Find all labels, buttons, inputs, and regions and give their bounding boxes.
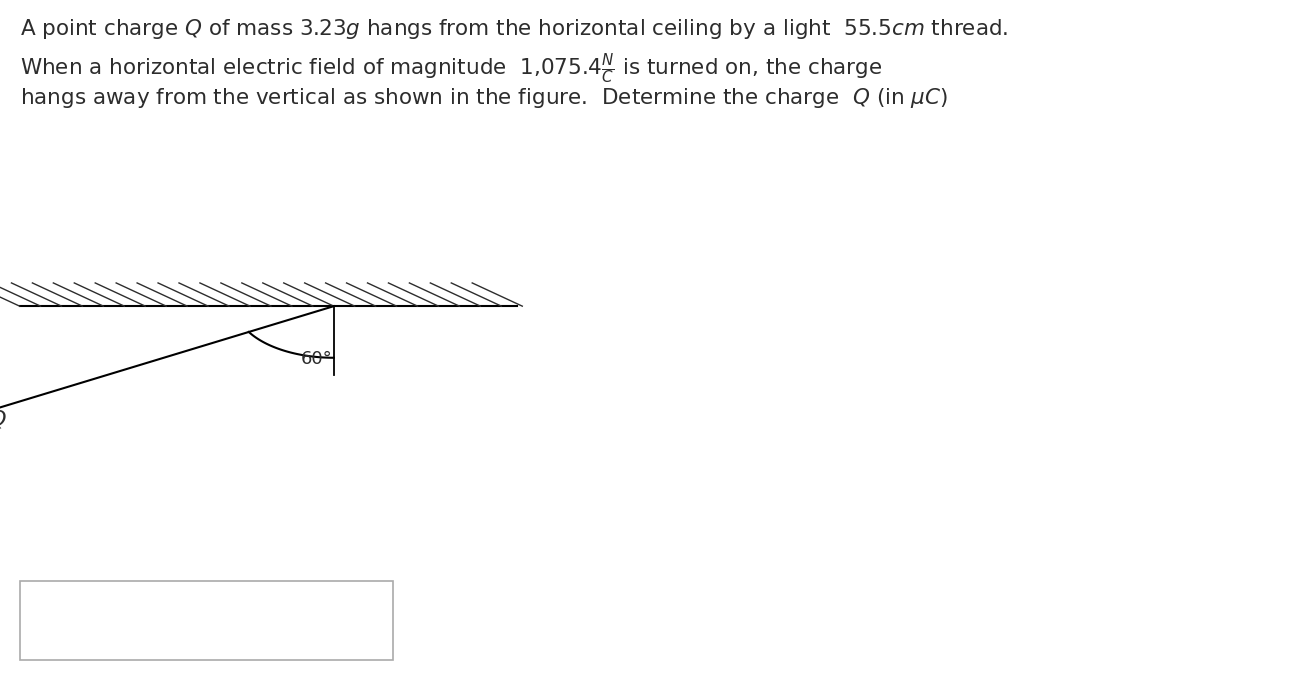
Text: $\mathit{Q}$: $\mathit{Q}$ (0, 409, 7, 431)
Text: A point charge $\mathit{Q}$ of mass 3.23$\mathit{g}$ hangs from the horizontal c: A point charge $\mathit{Q}$ of mass 3.23… (20, 17, 1008, 41)
Text: hangs away from the vertical as shown in the figure.  Determine the charge  $\ma: hangs away from the vertical as shown in… (20, 86, 948, 110)
Text: 60°: 60° (301, 350, 332, 368)
Text: When a horizontal electric field of magnitude  1,075.4$\frac{N}{C}$ is turned on: When a horizontal electric field of magn… (20, 52, 882, 86)
FancyBboxPatch shape (20, 581, 393, 660)
